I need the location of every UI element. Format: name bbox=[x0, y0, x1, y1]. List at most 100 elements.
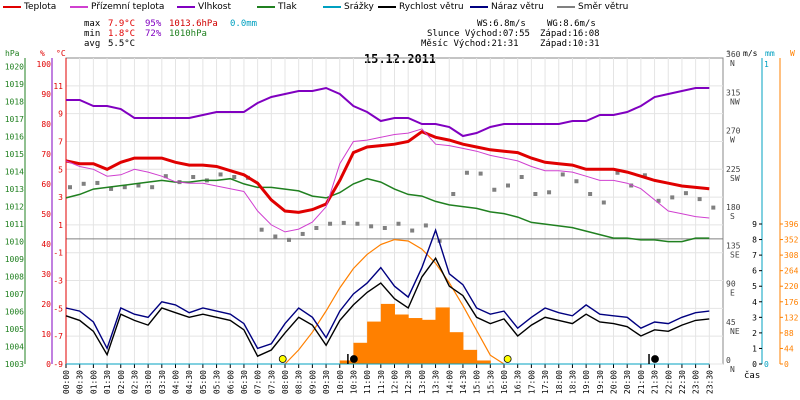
pressure-tick-label: 1020 bbox=[5, 63, 24, 72]
solar-bar bbox=[449, 332, 464, 364]
wind-direction-point bbox=[533, 192, 538, 196]
x-tick-label: 06:30 bbox=[240, 370, 249, 394]
x-tick-label: 02:00 bbox=[117, 370, 126, 394]
wind-direction-point bbox=[547, 190, 552, 195]
solar-bar bbox=[380, 303, 395, 364]
temperature-unit-label: °C bbox=[56, 49, 66, 58]
wind-direction-point bbox=[451, 192, 456, 196]
legend-swatch bbox=[557, 5, 575, 8]
humidity-tick-label: 60 bbox=[41, 180, 51, 189]
wind-direction-point bbox=[369, 224, 374, 229]
sunset-marker bbox=[503, 355, 512, 363]
legend-swatch bbox=[470, 5, 488, 8]
x-tick-label: 14:00 bbox=[445, 370, 454, 394]
legend: Teplota Přízemní teplota Vlhkost Tlak Srážky… bbox=[0, 0, 800, 13]
stat-avg-label: avg bbox=[84, 39, 101, 49]
solar-tick-label: 352 bbox=[784, 236, 799, 245]
x-tick-label: 10:00 bbox=[336, 370, 345, 394]
x-tick-label: 04:00 bbox=[172, 370, 181, 394]
stat-max-label: max bbox=[84, 19, 101, 29]
wind-direction-point bbox=[109, 186, 114, 191]
x-tick-label: 00:00 bbox=[62, 370, 71, 394]
x-tick-label: 08:30 bbox=[295, 370, 304, 394]
wind-direction-point bbox=[300, 231, 305, 236]
legend-label: Směr větru bbox=[578, 2, 629, 12]
wind-direction-point bbox=[314, 226, 319, 230]
pressure-tick-label: 1005 bbox=[5, 325, 24, 334]
wind-direction-point bbox=[574, 179, 579, 184]
legend-item: Směr větru bbox=[557, 2, 628, 12]
direction-tick-label: W bbox=[730, 136, 735, 145]
wind-speed-info: WS:6.8m/s bbox=[477, 19, 526, 29]
pressure-tick-label: 1012 bbox=[5, 203, 24, 212]
wind-direction-point bbox=[95, 180, 100, 185]
wind-speed-series-line bbox=[65, 256, 710, 358]
solar-bar bbox=[435, 307, 450, 364]
pressure-tick-label: 1006 bbox=[5, 308, 24, 317]
wind-tick-label: 2 bbox=[752, 329, 757, 338]
direction-tick-label: SW bbox=[730, 174, 740, 183]
pressure-tick-label: 1010 bbox=[5, 238, 24, 247]
direction-tick-label: 360 bbox=[726, 50, 741, 59]
stat-max-hum: 95% bbox=[145, 19, 162, 29]
x-tick-label: 18:00 bbox=[555, 370, 564, 394]
pressure-tick-label: 1013 bbox=[5, 185, 24, 194]
wind-direction-point bbox=[656, 198, 661, 203]
direction-tick-label: N bbox=[730, 365, 735, 374]
solar-bar bbox=[408, 318, 423, 364]
legend-swatch bbox=[378, 5, 396, 8]
humidity-tick-label: 90 bbox=[41, 90, 51, 99]
wind-direction-point bbox=[81, 181, 86, 186]
solar-tick-label: 264 bbox=[784, 267, 799, 276]
pressure-tick-label: 1007 bbox=[5, 290, 24, 299]
solar-bar bbox=[394, 314, 409, 364]
direction-tick-label: 0 bbox=[726, 356, 731, 365]
pressure-tick-label: 1018 bbox=[5, 98, 24, 107]
wind-direction-point bbox=[341, 220, 346, 225]
wind-direction-point bbox=[136, 183, 141, 188]
sun-rise-info: Slunce Východ:07:55 bbox=[427, 29, 530, 39]
solar-radiation-series bbox=[339, 303, 491, 364]
wind-direction-point bbox=[259, 227, 264, 232]
solar-bar bbox=[476, 360, 491, 364]
solar-tick-label: 44 bbox=[784, 344, 794, 353]
pressure-tick-label: 1015 bbox=[5, 150, 24, 159]
stat-min-press: 1010hPa bbox=[169, 29, 207, 39]
solar-bar bbox=[462, 349, 478, 364]
wind-direction-point bbox=[629, 183, 634, 188]
wind-gust-info: WG:8.6m/s bbox=[547, 19, 596, 29]
solar-bar bbox=[421, 319, 437, 364]
stat-max-rain: 0.0mm bbox=[230, 19, 258, 29]
solar-tick-label: 88 bbox=[784, 329, 794, 338]
wind-direction-point bbox=[273, 234, 278, 239]
wind-gust-series-line bbox=[65, 228, 710, 351]
humidity-tick-label: 10 bbox=[41, 330, 51, 339]
legend-swatch bbox=[3, 5, 21, 8]
pressure-tick-label: 1004 bbox=[5, 343, 24, 352]
wind-direction-point bbox=[232, 175, 237, 179]
x-tick-label: 13:00 bbox=[418, 370, 427, 394]
wind-direction-point bbox=[382, 226, 387, 230]
temperature-tick-label: -7 bbox=[53, 332, 63, 341]
wind-tick-label: 7 bbox=[752, 251, 757, 260]
wind-tick-label: 3 bbox=[752, 313, 757, 322]
direction-tick-label: 180 bbox=[726, 203, 741, 212]
x-tick-label: 08:00 bbox=[281, 370, 290, 394]
x-tick-label: 21:00 bbox=[637, 370, 646, 394]
temperature-tick-label: -5 bbox=[53, 304, 63, 313]
humidity-tick-label: 20 bbox=[41, 300, 51, 309]
legend-swatch bbox=[323, 5, 341, 8]
solar-tick-label: 308 bbox=[784, 251, 799, 260]
wind-direction-point bbox=[615, 170, 620, 175]
legend-label: Rychlost větru bbox=[399, 2, 464, 12]
legend-label: Přízemní teplota bbox=[91, 2, 165, 12]
x-tick-label: 13:30 bbox=[432, 370, 441, 394]
legend-label: Srážky bbox=[344, 2, 374, 12]
x-tick-label: 16:30 bbox=[514, 370, 523, 394]
stat-max-press: 1013.6hPa bbox=[169, 19, 218, 29]
pressure-unit-label: hPa bbox=[5, 49, 20, 58]
x-tick-label: 01:30 bbox=[103, 370, 112, 394]
moon-set-info: Západ:10:31 bbox=[540, 39, 600, 49]
direction-tick-label: E bbox=[730, 289, 735, 298]
x-tick-label: 20:00 bbox=[610, 370, 619, 394]
